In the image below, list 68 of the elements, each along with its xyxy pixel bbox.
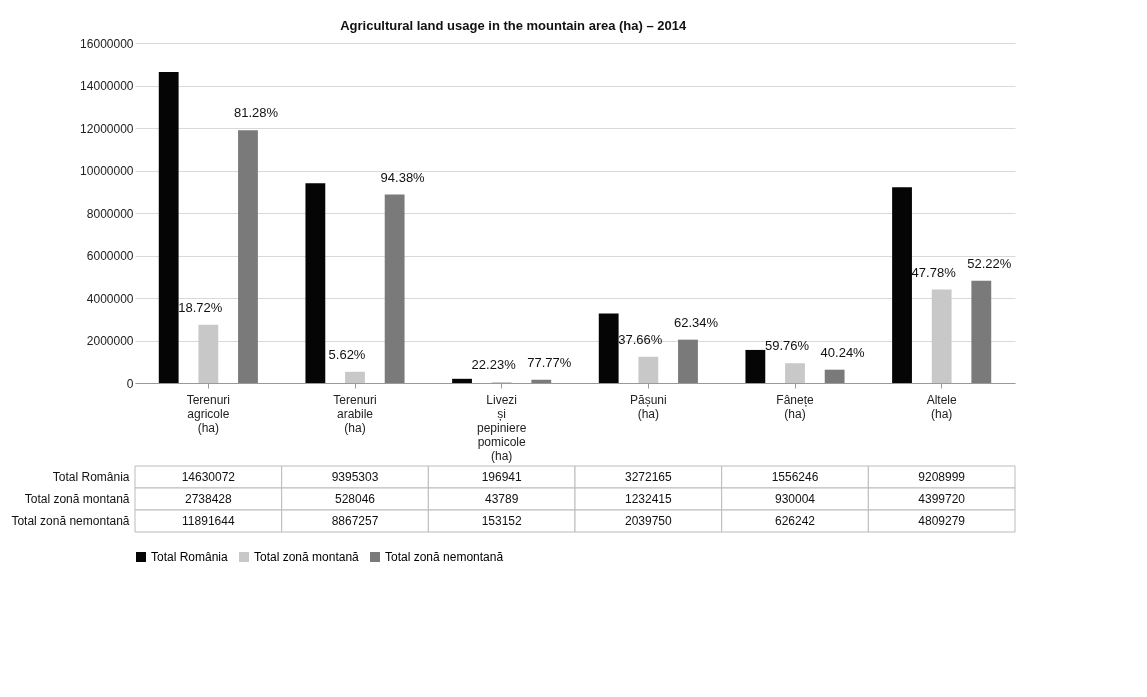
data-label: 9208999 [918, 470, 966, 484]
data-label: 43789 [484, 492, 519, 506]
bar [238, 130, 258, 383]
annotation: 37.66% [618, 331, 663, 347]
bar [198, 324, 219, 383]
bar [745, 349, 766, 383]
y-tick-label: 14000000 [80, 79, 134, 93]
annotation: 40.24% [820, 344, 866, 360]
y-tick-label: 4000000 [86, 291, 134, 306]
annotation: 62.34% [673, 314, 719, 330]
bar [931, 289, 952, 383]
x-tick-label: Altele (ha) [926, 392, 957, 421]
bar [345, 371, 365, 383]
data-label: 4809279 [918, 514, 966, 528]
data-label: 153152 [481, 514, 523, 528]
y-tick-label: 10000000 [80, 164, 134, 178]
annotation: 94.38% [380, 169, 426, 185]
data-label: 528046 [334, 492, 376, 506]
annotation: 22.23% [471, 357, 517, 373]
x-tick-label: Livezi și pepiniere pomicole (ha) [476, 392, 527, 463]
data-label: 930004 [774, 492, 816, 506]
bar [785, 363, 805, 383]
annotation: 5.62% [328, 346, 366, 362]
data-label: 1232415 [624, 492, 673, 506]
data-label: 2738428 [184, 492, 233, 506]
x-tick-label: Terenuri arabile (ha) [333, 392, 377, 435]
y-tick-label: 8000000 [86, 206, 134, 221]
data-label: 8867257 [331, 514, 379, 528]
data-label: 11891644 [182, 514, 235, 528]
data-label: 196941 [481, 470, 523, 484]
legend-label: Total zonă nemontană [385, 550, 504, 564]
data-label: 1556246 [771, 470, 819, 484]
bar [678, 339, 698, 383]
text: Total România [52, 470, 130, 484]
data-label: 2039750 [624, 514, 673, 528]
legend-label: Total România [151, 550, 229, 564]
annotation: 52.22% [967, 255, 1012, 271]
data-label: 14630072 [181, 470, 236, 484]
y-tick-label: 16000000 [80, 36, 134, 51]
bar [638, 356, 659, 383]
bar [531, 379, 552, 383]
data-label: 4399720 [918, 492, 966, 506]
bar [305, 183, 326, 383]
bar [452, 378, 472, 383]
bar [598, 313, 619, 383]
annotation: 59.76% [764, 338, 810, 354]
x-tick-label: Fânețe (ha) [776, 392, 815, 421]
chart-title: Agricultural land usage in the mountain area (ha) – 2014 [340, 18, 687, 33]
bar [971, 280, 992, 383]
y-tick-label: 2000000 [86, 334, 134, 348]
legend-label: Total zonă montană [254, 550, 360, 564]
bar [384, 194, 405, 383]
data-label: 626242 [774, 514, 816, 528]
annotation: 81.28% [233, 105, 279, 121]
data-label: 9395303 [331, 470, 379, 484]
data-label: 3272165 [624, 470, 673, 484]
bar [158, 72, 179, 383]
y-tick-label: 12000000 [80, 121, 134, 136]
text: Total zonă montană [24, 492, 130, 506]
x-tick-label: Terenuri agricole (ha) [186, 392, 231, 435]
annotation: 77.77% [527, 354, 572, 370]
text: Total zonă nemontană [11, 514, 130, 528]
y-tick-label: 6000000 [86, 249, 134, 263]
bar [892, 187, 912, 383]
y-tick-label: 0 [126, 376, 134, 391]
annotation: 18.72% [178, 299, 223, 315]
bar [824, 369, 845, 383]
x-tick-label: Pășuni (ha) [629, 392, 667, 421]
